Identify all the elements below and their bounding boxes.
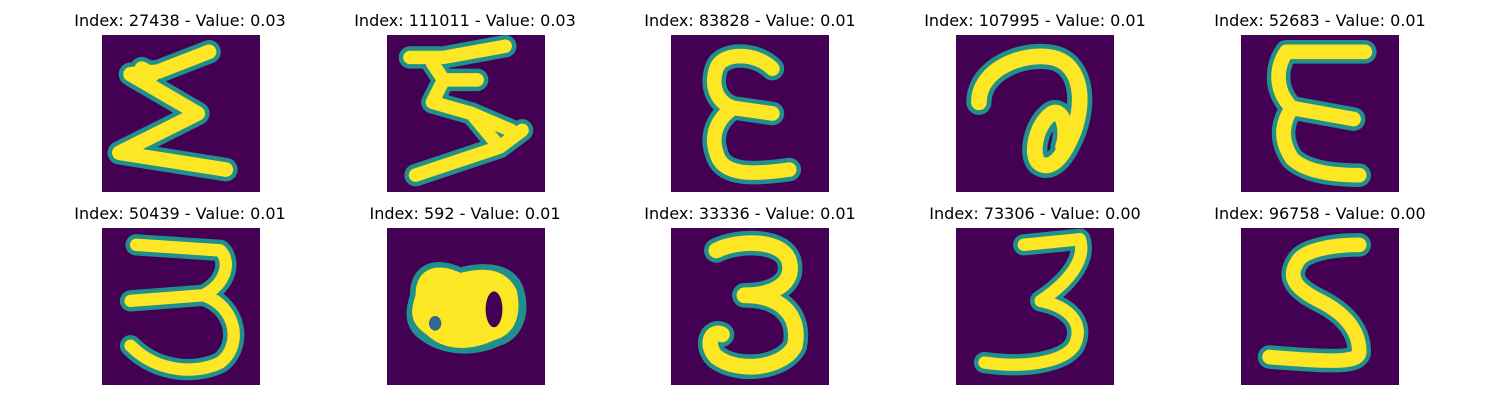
glyph-sigma-icon <box>107 40 238 182</box>
panel-5: Index: 52683 - Value: 0.01 <box>1170 0 1470 200</box>
digit-image <box>956 228 1114 385</box>
glyph-epsilon-icon <box>702 44 802 185</box>
panel-title: Index: 52683 - Value: 0.01 <box>1214 11 1426 30</box>
digit-image <box>671 228 829 385</box>
panel-8: Index: 33336 - Value: 0.01 <box>600 193 900 393</box>
panel-title: Index: 107995 - Value: 0.01 <box>924 11 1146 30</box>
glyph-blob-icon <box>406 262 527 354</box>
panel-title: Index: 33336 - Value: 0.01 <box>644 204 856 223</box>
panel-7: Index: 592 - Value: 0.01 <box>315 193 615 393</box>
panel-4: Index: 107995 - Value: 0.01 <box>885 0 1185 200</box>
digit-image <box>1241 228 1399 385</box>
digit-image <box>102 228 260 385</box>
digit-image <box>1241 35 1399 192</box>
panel-title: Index: 111011 - Value: 0.03 <box>354 11 576 30</box>
panel-title: Index: 27438 - Value: 0.03 <box>74 11 286 30</box>
glyph-sigma-rotated-icon <box>398 35 534 187</box>
panel-title: Index: 73306 - Value: 0.00 <box>929 204 1141 223</box>
panel-6: Index: 50439 - Value: 0.01 <box>30 193 330 393</box>
panel-2: Index: 111011 - Value: 0.03 <box>315 0 615 200</box>
panel-10: Index: 96758 - Value: 0.00 <box>1170 193 1470 393</box>
digit-image <box>102 35 260 192</box>
digit-image <box>387 35 545 192</box>
glyph-loop-icon <box>966 43 1093 178</box>
panel-title: Index: 50439 - Value: 0.01 <box>74 204 286 223</box>
panel-9: Index: 73306 - Value: 0.00 <box>885 193 1185 393</box>
glyph-five-icon <box>1257 233 1372 373</box>
panel-1: Index: 27438 - Value: 0.03 <box>30 0 330 200</box>
digit-image <box>671 35 829 192</box>
digit-image <box>956 35 1114 192</box>
panel-title: Index: 96758 - Value: 0.00 <box>1214 204 1426 223</box>
panel-title: Index: 83828 - Value: 0.01 <box>644 11 856 30</box>
panel-title: Index: 592 - Value: 0.01 <box>369 204 561 223</box>
glyph-three-slanted-icon <box>973 228 1092 376</box>
glyph-three-open-icon <box>119 234 245 381</box>
glyph-three-icon <box>698 230 809 380</box>
digit-image <box>387 228 545 385</box>
glyph-epsilon-wide-icon <box>1266 40 1377 187</box>
panel-3: Index: 83828 - Value: 0.01 <box>600 0 900 200</box>
